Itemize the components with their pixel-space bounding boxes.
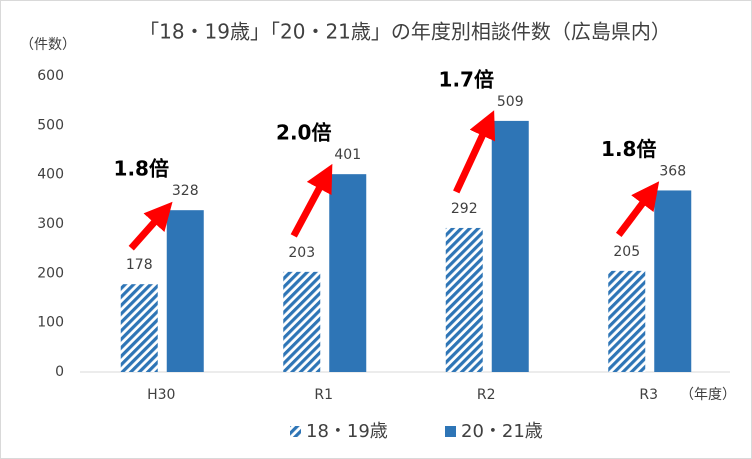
annotation-arrow	[290, 163, 333, 238]
value-label: 205	[613, 244, 640, 260]
y-tick-label: 400	[37, 167, 64, 183]
legend-swatch	[290, 426, 301, 437]
annotation: 1.7倍	[439, 67, 494, 91]
x-tick-label: H30	[147, 387, 175, 403]
annotation: 2.0倍	[276, 121, 331, 145]
value-label: 401	[334, 147, 361, 163]
value-label: 509	[497, 94, 524, 110]
x-tick-label: R2	[477, 387, 496, 403]
bar	[166, 210, 204, 372]
y-tick-label: 0	[55, 364, 64, 380]
chart-title: 「18・19歳」「20・21歳」の年度別相談件数（広島県内）	[139, 20, 671, 44]
legend-label: 18・19歳	[306, 421, 388, 442]
x-axis-label: （年度）	[680, 387, 736, 403]
annotation: 1.8倍	[114, 157, 169, 181]
y-tick-label: 500	[37, 117, 64, 133]
y-tick-label: 200	[37, 265, 64, 281]
y-tick-label: 300	[37, 216, 64, 232]
annotation-arrow	[128, 201, 173, 251]
bar	[445, 227, 483, 372]
annotation: 1.8倍	[601, 137, 656, 161]
bar	[329, 174, 367, 372]
value-label: 368	[659, 163, 686, 179]
bar	[654, 190, 692, 372]
value-label: 292	[451, 201, 478, 217]
bar	[608, 270, 646, 372]
annotation-arrow	[453, 110, 496, 194]
annotation-arrow	[615, 181, 660, 237]
value-label: 328	[172, 183, 199, 199]
bar	[283, 271, 321, 372]
value-label: 178	[126, 257, 153, 273]
legend-swatch	[445, 426, 456, 437]
bar	[491, 120, 529, 372]
y-tick-label: 100	[37, 315, 64, 331]
legend-label: 20・21歳	[461, 421, 543, 442]
bar	[120, 284, 158, 372]
x-tick-label: R1	[314, 387, 333, 403]
value-label: 203	[288, 245, 315, 261]
y-axis-label: （件数）	[20, 37, 76, 53]
y-tick-label: 600	[37, 68, 64, 84]
x-tick-label: R3	[639, 387, 658, 403]
